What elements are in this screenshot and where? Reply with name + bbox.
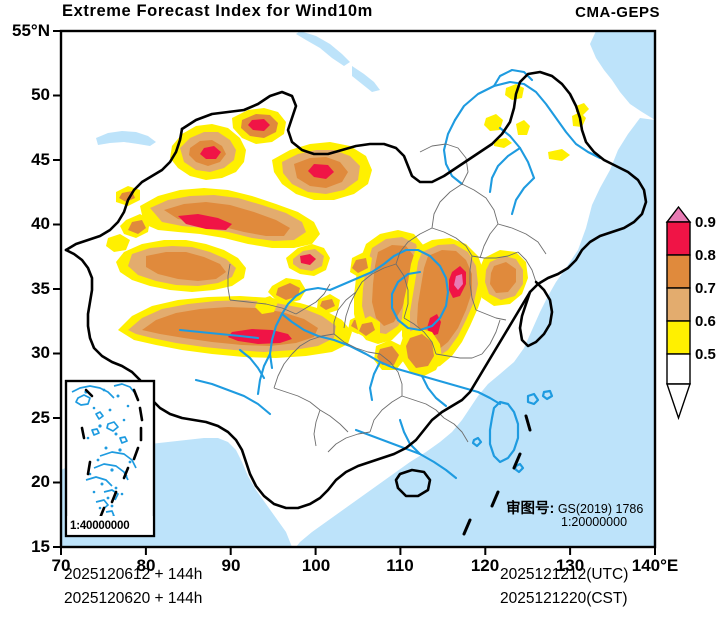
efi-shading-tarim <box>116 240 246 292</box>
colorbar-seg-0.7-0.8 <box>666 254 691 289</box>
province-border-layer <box>227 143 547 453</box>
inset-label-backing <box>66 516 154 536</box>
init-time-cst: 2025120620 + 144h <box>64 590 203 607</box>
x-tick-120: 120 <box>470 556 500 575</box>
init-time-utc: 2025120612 + 144h <box>64 566 203 583</box>
x-tick-80: 80 <box>136 556 156 575</box>
y-tick-25: 25 <box>31 408 50 427</box>
map-scale-inset: 1:40000000 <box>70 520 130 532</box>
y-tick-20: 20 <box>31 472 50 491</box>
inset-frame <box>64 379 156 538</box>
map-approval-number: GS(2019) 1786 <box>557 502 644 516</box>
efi-shading-xinjiang-north <box>170 108 372 200</box>
nine-dash-line <box>462 414 532 536</box>
y-tick-35: 35 <box>31 279 50 298</box>
efi-shading-northeast <box>484 84 589 161</box>
x-tick-140: 140°E <box>631 556 679 575</box>
y-tick-50: 50 <box>31 85 50 104</box>
colorbar-seg-below-0.5 <box>666 353 691 385</box>
colorbar-cap-top <box>665 205 692 223</box>
page-title: Extreme Forecast Index for Wind10m <box>62 2 373 20</box>
colorbar-seg-0.8-0.9 <box>666 221 691 256</box>
colorbar-label-0.7: 0.7 <box>695 280 716 297</box>
model-center-label: CMA-GEPS <box>575 4 660 21</box>
colorbar-seg-0.6-0.7 <box>666 287 691 322</box>
colorbar-label-0.8: 0.8 <box>695 247 716 264</box>
x-tick-90: 90 <box>221 556 241 575</box>
x-tick-130: 130 <box>555 556 585 575</box>
efi-shading-gansu <box>255 244 340 314</box>
river-layer <box>178 68 602 480</box>
y-tick-45: 45 <box>31 150 50 169</box>
inset-map[interactable] <box>64 379 156 538</box>
taiwan-islands-layer <box>471 389 554 474</box>
axis-ticks <box>53 30 656 555</box>
national-border-layer <box>64 70 648 510</box>
efi-shading-yangtze <box>358 316 442 376</box>
colorbar-label-0.9: 0.9 <box>695 214 716 231</box>
colorbar <box>665 205 692 421</box>
colorbar-label-0.6: 0.6 <box>695 313 716 330</box>
map-scale-main: 1:20000000 <box>561 515 628 529</box>
inset-frame-top <box>64 379 156 538</box>
valid-time-utc: 2025121212(UTC) <box>500 566 629 583</box>
y-tick-55: 55°N <box>12 21 50 40</box>
y-tick-15: 15 <box>31 537 50 556</box>
x-tick-110: 110 <box>386 556 414 575</box>
map-approval-credit: 审图号: GS(2019) 1786 <box>506 497 643 518</box>
map-approval-label: 审图号: <box>506 501 555 517</box>
x-tick-70: 70 <box>51 556 71 575</box>
map-layers <box>61 31 655 547</box>
valid-time-cst: 2025121220(CST) <box>500 590 628 607</box>
y-tick-30: 30 <box>31 343 50 362</box>
y-tick-40: 40 <box>31 214 50 233</box>
colorbar-cap-bottom <box>666 383 691 421</box>
colorbar-seg-0.5-0.6 <box>666 320 691 355</box>
colorbar-label-0.5: 0.5 <box>695 346 716 363</box>
x-tick-100: 100 <box>301 556 331 575</box>
